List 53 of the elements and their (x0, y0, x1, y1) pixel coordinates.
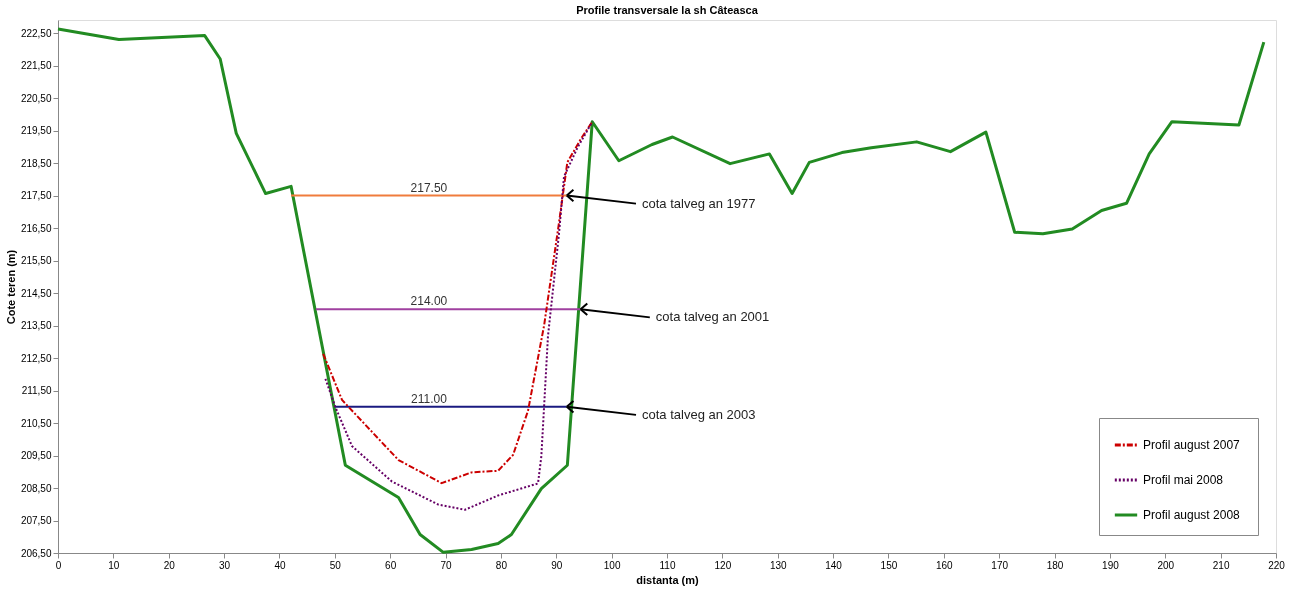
y-tick-label: 214,50 (20, 287, 52, 299)
y-tick-label: 220,50 (20, 92, 52, 104)
annotation: cota talveg an 2003 (642, 406, 756, 422)
line-series (56, 27, 1266, 554)
x-tick-label: 150 (880, 559, 898, 571)
y-tick-label: 221,50 (20, 60, 52, 71)
x-tick-label: 70 (440, 559, 453, 571)
x-axis-title: distanta (m) (636, 573, 699, 586)
y-tick-label: 217,50 (20, 190, 52, 201)
y-tick-label: 215,50 (20, 255, 52, 266)
x-tick-label: 20 (163, 559, 176, 571)
x-tick-label: 200 (1157, 559, 1175, 571)
x-tick-label: 140 (825, 559, 843, 571)
y-tick-label: 212,50 (20, 352, 52, 364)
x-tick-label: 110 (659, 559, 676, 571)
y-axis-title: Cote teren (m) (4, 249, 17, 325)
y-tick-label: 219,50 (20, 125, 52, 136)
y-tick-label: 216,50 (20, 222, 52, 234)
y-tick-label: 206,50 (20, 547, 52, 559)
x-tick-label: 40 (274, 559, 286, 571)
y-tick-label: 210,50 (20, 417, 52, 429)
annotation: 211.00 (411, 391, 448, 406)
x-tick-label: 130 (769, 559, 788, 571)
x-tick-label: 220 (1268, 559, 1286, 571)
x-tick-label: 190 (1102, 559, 1120, 571)
x-tick-label: 210 (1212, 559, 1230, 571)
x-tick-label: 180 (1046, 559, 1064, 571)
y-tick-label: 211,50 (21, 385, 52, 396)
x-tick-label: 50 (329, 559, 342, 571)
x-tick-label: 10 (108, 559, 120, 571)
y-tick-label: 208,50 (20, 482, 52, 494)
legend-label: Profil august 2008 (1143, 508, 1241, 522)
y-tick-label: 218,50 (20, 157, 52, 169)
annotation: 217.50 (410, 180, 448, 195)
y-tick-label: 209,50 (20, 450, 52, 461)
x-tick-label: 170 (991, 559, 1009, 571)
annotation: 214.00 (410, 294, 448, 309)
y-tick-label: 222,50 (20, 27, 52, 39)
x-tick-label: 30 (219, 559, 231, 571)
legend-label: Profil mai 2008 (1143, 473, 1224, 487)
annotation: cota talveg an 2001 (655, 309, 770, 325)
x-tick-label: 160 (935, 559, 954, 571)
legend-label: Profil august 2007 (1143, 438, 1241, 452)
chart-title: Profile transversale la sh Câteasca (576, 4, 759, 16)
x-tick-label: 80 (495, 559, 508, 571)
x-tick-label: 60 (385, 559, 397, 571)
annotation: cota talveg an 1977 (642, 195, 756, 211)
y-tick-label: 207,50 (20, 515, 52, 526)
x-tick-label: 120 (714, 559, 732, 571)
x-tick-label: 90 (551, 559, 563, 571)
y-tick-label: 213,50 (20, 320, 52, 331)
x-tick-label: 0 (55, 559, 62, 571)
x-tick-label: 100 (603, 559, 621, 571)
